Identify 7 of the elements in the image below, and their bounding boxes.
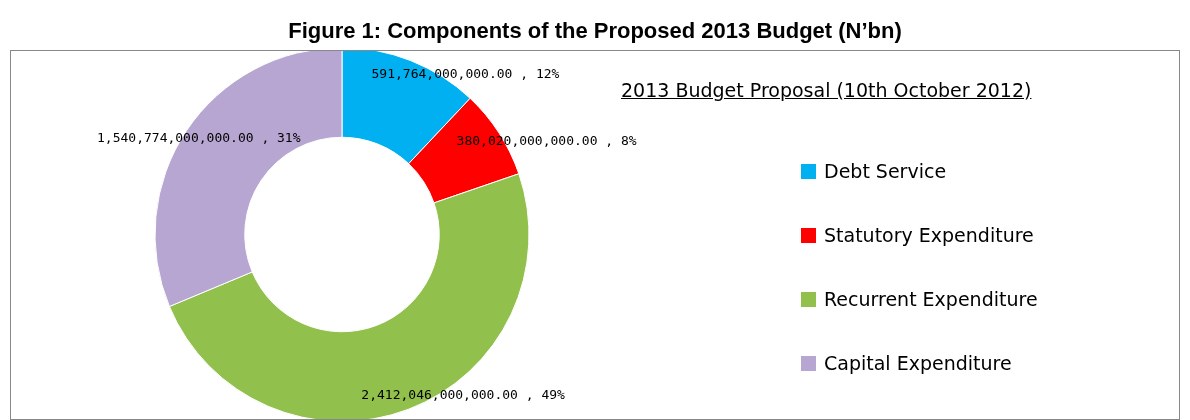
legend-label: Recurrent Expenditure (824, 288, 1038, 310)
chart-title: Figure 1: Components of the Proposed 2013 Budget (N’bn) (287, 18, 903, 44)
legend-label: Capital Expenditure (824, 352, 1012, 374)
text: 2013 Budget Proposal (10th October 2012) (621, 79, 1032, 101)
data-label: 1,540,774,000,000.00 , 31% (97, 130, 301, 146)
legend-label: Debt Service (824, 160, 947, 182)
legend-label: Statutory Expenditure (824, 224, 1034, 246)
